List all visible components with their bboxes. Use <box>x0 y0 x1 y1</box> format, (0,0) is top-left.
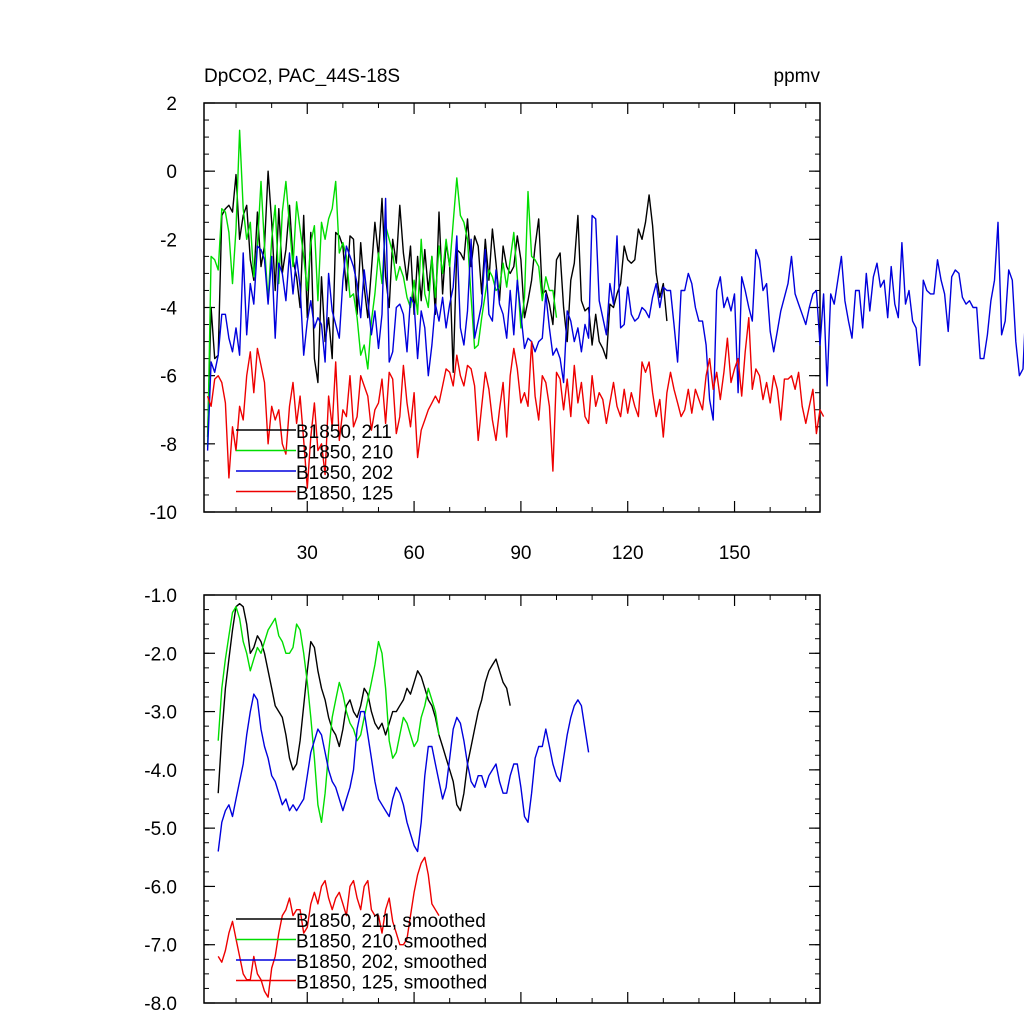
series-line-3 <box>206 197 1024 451</box>
bottom-series-layer <box>217 603 590 998</box>
series-line-2 <box>217 606 440 823</box>
bottom-axis-ticks: -8.0 -7.0 -6.0 -5.0 -4.0 -3.0 -2.0 -1.0 <box>144 586 820 1015</box>
legend-label-3: B1850, 202, smoothed <box>296 952 487 973</box>
top-chart-units: ppmv <box>774 66 821 87</box>
y-tick-label: -2.0 <box>144 644 177 665</box>
y-tick-label: -5.0 <box>144 819 177 840</box>
y-tick-label: -3.0 <box>144 703 177 724</box>
y-tick-label: -2 <box>160 230 177 251</box>
y-tick-label: -8.0 <box>144 994 177 1015</box>
y-tick-label: -4.0 <box>144 761 177 782</box>
y-tick-label: -1.0 <box>144 586 177 607</box>
top-axis-ticks: 30 60 90 120 150 -10 -8 -6 -4 -2 0 2 <box>150 94 820 564</box>
x-tick-label: 120 <box>612 543 644 564</box>
top-panel: DpCO2, PAC_44S-18S ppmv 30 60 90 120 150 -10 -… <box>150 66 1024 564</box>
x-tick-label: 150 <box>719 543 751 564</box>
legend-label-2: B1850, 210, smoothed <box>296 932 487 953</box>
y-tick-label: -6 <box>160 367 177 388</box>
y-tick-label: -4 <box>160 299 177 320</box>
y-tick-label: -7.0 <box>144 936 177 957</box>
legend-label-2: B1850, 210 <box>296 443 393 464</box>
series-line-4 <box>217 856 440 998</box>
x-tick-label: 60 <box>404 543 425 564</box>
y-tick-label: -10 <box>150 503 177 524</box>
legend-label-1: B1850, 211, smoothed <box>296 911 486 932</box>
legend-label-4: B1850, 125, smoothed <box>296 973 487 994</box>
legend-label-4: B1850, 125 <box>296 484 393 505</box>
legend-label-1: B1850, 211 <box>296 422 392 443</box>
series-line-3 <box>217 693 590 853</box>
y-tick-label: 2 <box>166 94 177 115</box>
series-line-4 <box>206 317 825 489</box>
y-tick-label: 0 <box>166 162 177 183</box>
x-tick-label: 30 <box>297 543 318 564</box>
top-chart-title: DpCO2, PAC_44S-18S <box>204 66 400 87</box>
x-tick-label: 90 <box>510 543 531 564</box>
y-tick-label: -6.0 <box>144 877 177 898</box>
top-series-layer <box>206 129 1024 489</box>
y-tick-label: -8 <box>160 435 177 456</box>
series-line-1 <box>217 603 511 812</box>
bottom-panel: -8.0 -7.0 -6.0 -5.0 -4.0 -3.0 -2.0 -1.0 B1850, … <box>144 586 821 1015</box>
legend-label-3: B1850, 202 <box>296 463 393 484</box>
